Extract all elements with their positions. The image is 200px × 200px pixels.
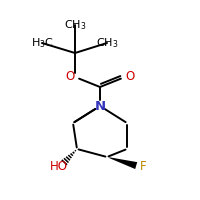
Text: F: F — [140, 160, 146, 172]
Text: $\mathregular{CH_3}$: $\mathregular{CH_3}$ — [64, 18, 86, 32]
Text: O: O — [65, 71, 75, 84]
Polygon shape — [109, 157, 137, 169]
Text: O: O — [125, 71, 135, 84]
Text: HO: HO — [50, 160, 68, 172]
Text: N: N — [94, 99, 106, 112]
Text: $\mathregular{CH_3}$: $\mathregular{CH_3}$ — [96, 36, 118, 50]
Text: $\mathregular{H_3C}$: $\mathregular{H_3C}$ — [31, 36, 53, 50]
